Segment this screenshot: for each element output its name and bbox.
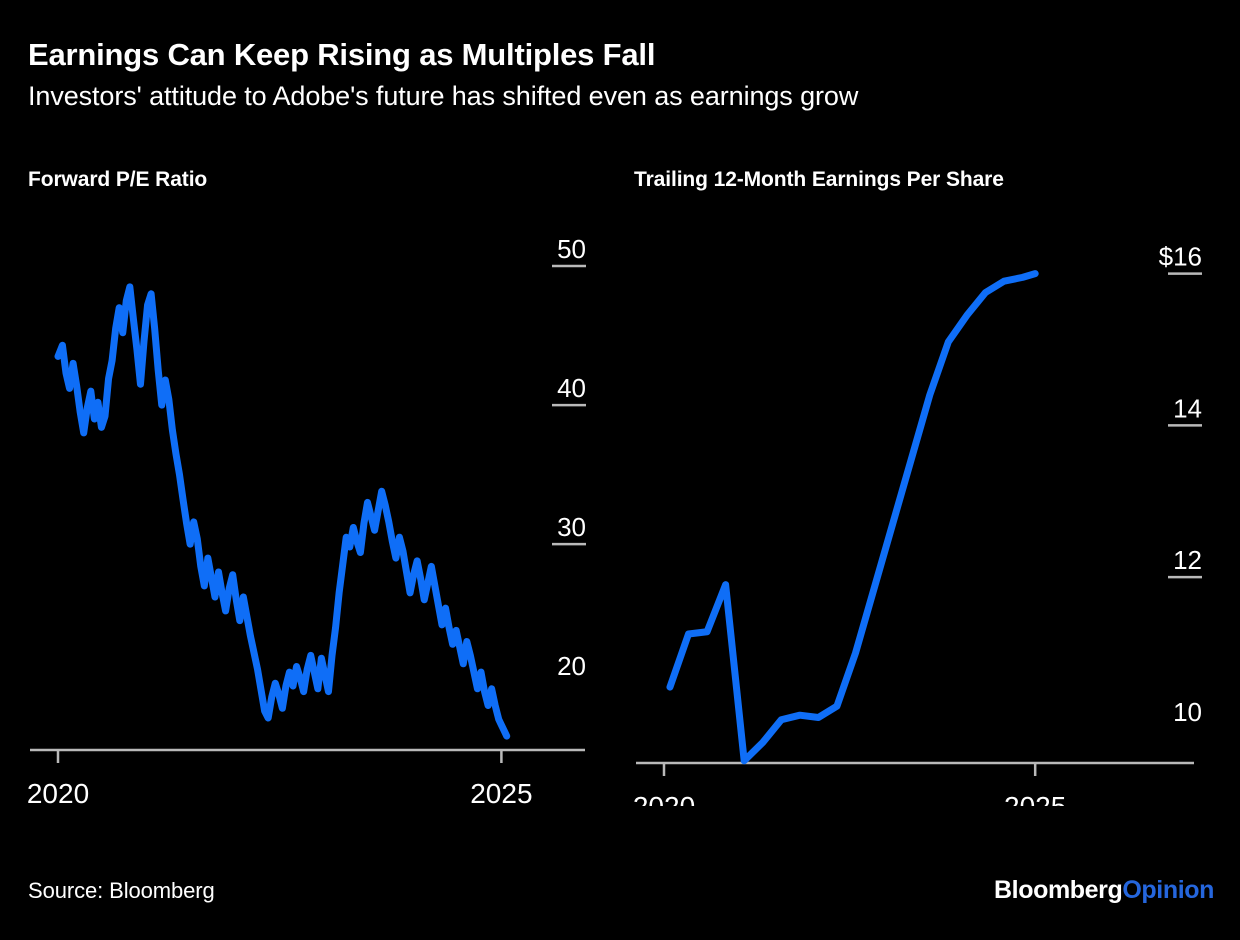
brand-logo: BloombergOpinion: [994, 876, 1214, 905]
y-axis-tick-label: 50: [557, 234, 586, 264]
plot-eps: $16 14 12 10 2020 2025: [634, 206, 1212, 806]
y-axis-tick-label: $16: [1159, 242, 1202, 272]
data-series-line: [54, 283, 511, 740]
y-axis-tick-label: 40: [557, 373, 586, 403]
plot-forward-pe: 50 40 30 20 2020 2025: [28, 206, 596, 806]
data-series-line: [666, 270, 1039, 765]
page-title: Earnings Can Keep Rising as Multiples Fa…: [28, 37, 656, 72]
x-axis-tick-label: 2025: [1004, 791, 1066, 806]
y-axis-tick-label: 20: [557, 651, 586, 681]
footer: Source: Bloomberg BloombergOpinion: [0, 868, 1240, 918]
brand-opinion-text: Opinion: [1122, 876, 1214, 904]
eps-chart-svg: $16 14 12 10 2020 2025: [634, 242, 1202, 806]
x-axis-tick-label: 2025: [470, 778, 532, 806]
y-axis-tick-label: 12: [1173, 545, 1202, 575]
source-note: Source: Bloomberg: [28, 878, 215, 903]
y-axis-tick-label: 14: [1173, 393, 1202, 423]
y-axis-tick-label: 30: [557, 512, 586, 542]
x-axis-tick-label: 2020: [634, 791, 695, 806]
header: Earnings Can Keep Rising as Multiples Fa…: [28, 36, 1208, 114]
panel-title-eps: Trailing 12-Month Earnings Per Share: [634, 168, 1004, 191]
brand-bloomberg-text: Bloomberg: [994, 876, 1123, 904]
page-subtitle: Investors' attitude to Adobe's future ha…: [28, 81, 859, 111]
panel-title-forward-pe: Forward P/E Ratio: [28, 168, 208, 191]
x-axis-tick-label: 2020: [28, 778, 89, 806]
y-axis-tick-label: 10: [1173, 697, 1202, 727]
